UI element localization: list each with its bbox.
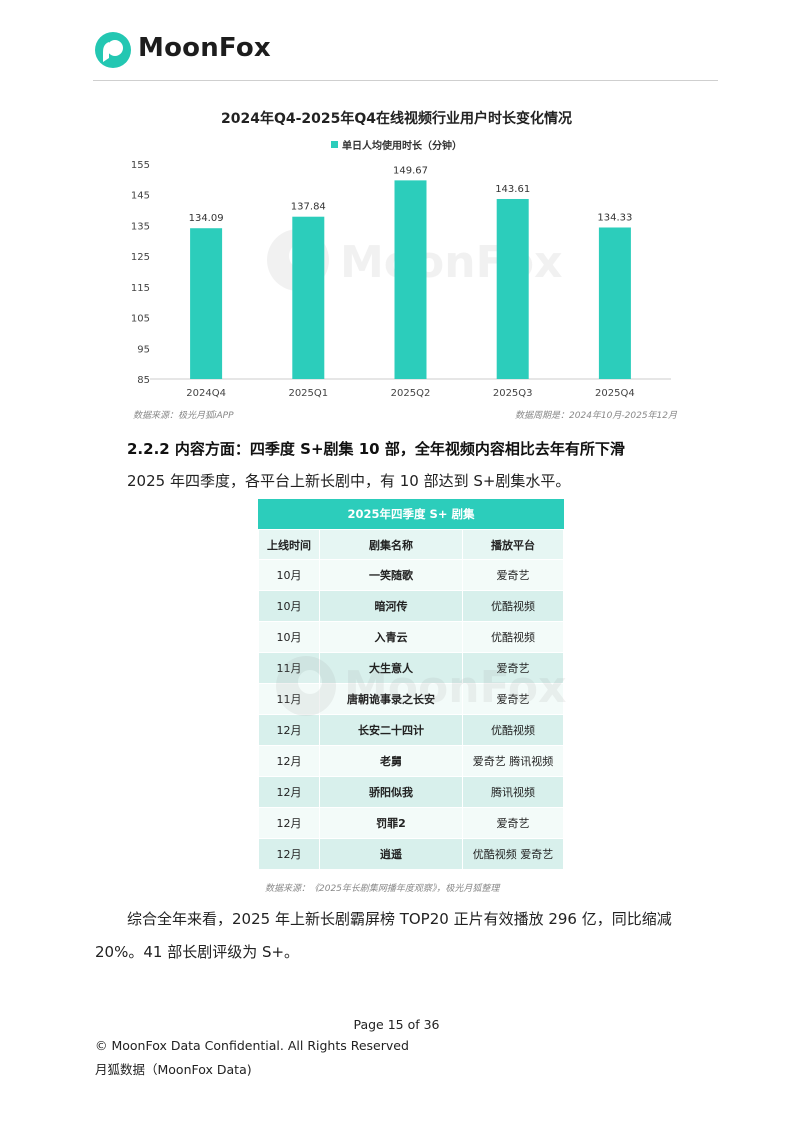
bar-value-label: 134.09 [189, 213, 224, 224]
cell-platform: 优酷视频 [462, 714, 564, 746]
bar-value-label: 137.84 [291, 202, 326, 213]
cell-release: 12月 [258, 838, 320, 870]
cell-platform: 优酷视频 [462, 621, 564, 653]
y-tick-label: 115 [131, 283, 150, 294]
x-tick-label: 2025Q4 [595, 388, 635, 399]
bar-value-label: 149.67 [393, 165, 428, 176]
cell-platform: 爱奇艺 [462, 559, 564, 591]
page-number: Page 15 of 36 [353, 1017, 440, 1032]
table-row: 12月 骄阳似我 腾讯视频 [258, 776, 564, 808]
header-divider [93, 80, 718, 81]
table-source-note: 数据来源：《2025年长剧集网播年度观察》，极光月狐整理 [265, 884, 500, 894]
section-heading: 2.2.2 内容方面：四季度 S+剧集 10 部，全年视频内容相比去年有所下滑 [127, 440, 625, 458]
company-name: 月狐数据（MoonFox Data) [95, 1062, 252, 1077]
cell-platform: 优酷视频 爱奇艺 [462, 838, 564, 870]
copyright-notice: © MoonFox Data Confidential. All Rights … [95, 1038, 409, 1053]
y-tick-label: 135 [131, 221, 150, 232]
cell-release: 10月 [258, 621, 320, 653]
cell-release: 11月 [258, 683, 320, 715]
y-axis: 85 95 105 115 125 135 145 155 [131, 160, 150, 386]
cell-platform: 腾讯视频 [462, 776, 564, 808]
bar-chart: MoonFox 85 95 105 115 125 135 145 155 134.09 137… [131, 160, 671, 399]
cell-title: 一笑随歌 [319, 559, 463, 591]
cell-release: 11月 [258, 652, 320, 684]
s-plus-drama-table: 2025年四季度 S+ 剧集 上线时间 剧集名称 播放平台 10月 一笑随歌 爱奇艺… [258, 499, 564, 870]
cell-platform: 爱奇艺 [462, 652, 564, 684]
y-tick-label: 105 [131, 314, 150, 325]
table-row: 10月 暗河传 优酷视频 [258, 590, 564, 622]
x-tick-label: 2025Q3 [493, 388, 533, 399]
bar-value-label: 143.61 [495, 184, 530, 195]
cell-title: 老舅 [319, 745, 463, 777]
bar-value-label: 134.33 [597, 212, 632, 223]
table-row: 12月 罚罪2 爱奇艺 [258, 807, 564, 839]
table-title: 2025年四季度 S+ 剧集 [258, 499, 564, 529]
cell-title: 逍遥 [319, 838, 463, 870]
column-header-platform: 播放平台 [462, 529, 564, 560]
table-row: 11月大生意人爱奇艺 [258, 652, 564, 684]
cell-release: 12月 [258, 807, 320, 839]
table-row: 12月 逍遥 优酷视频 爱奇艺 [258, 838, 564, 870]
summary-line-1: 综合全年来看，2025 年上新长剧霸屏榜 TOP20 正片有效播放 296 亿，… [127, 910, 672, 928]
y-tick-label: 145 [131, 191, 150, 202]
watermark-text: MoonFox [340, 237, 562, 288]
intro-paragraph: 2025 年四季度，各平台上新长剧中，有 10 部达到 S+剧集水平。 [127, 472, 571, 490]
chart-source-note: 数据来源：极光月狐iAPP [133, 411, 234, 421]
cell-release: 10月 [258, 590, 320, 622]
table-row: 10月 一笑随歌 爱奇艺 [258, 559, 564, 591]
cell-title: 暗河传 [319, 590, 463, 622]
cell-title: 唐朝诡事录之长安 [319, 683, 463, 715]
cell-release: 10月 [258, 559, 320, 591]
table-row: 12月 长安二十四计 优酷视频 [258, 714, 564, 746]
cell-platform: 爱奇艺 [462, 807, 564, 839]
watermark-text: MoonFox [344, 662, 566, 713]
cell-title: 长安二十四计 [319, 714, 463, 746]
drama-table: 上线时间 剧集名称 播放平台 10月 一笑随歌 爱奇艺 10月 暗河传 优酷视频 10月 入青… [258, 529, 564, 870]
cell-release: 12月 [258, 776, 320, 808]
legend-swatch [331, 141, 338, 148]
cell-release: 12月 [258, 745, 320, 777]
cell-platform: 爱奇艺 [462, 683, 564, 715]
y-tick-label: 85 [137, 375, 150, 386]
y-tick-label: 125 [131, 252, 150, 263]
cell-title: 大生意人 [319, 652, 463, 684]
summary-line-2: 20%。41 部长剧评级为 S+。 [95, 943, 300, 961]
bar [292, 216, 325, 379]
bar [394, 180, 427, 379]
column-header-title: 剧集名称 [319, 529, 463, 560]
chart-legend: 单日人均使用时长（分钟） [0, 137, 793, 152]
cell-platform: 优酷视频 [462, 590, 564, 622]
table-row: 12月 老舅 爱奇艺 腾讯视频 [258, 745, 564, 777]
bars-group: 134.09 137.84 149.67 143.61 134.33 [189, 165, 632, 379]
cell-platform: 爱奇艺 腾讯视频 [462, 745, 564, 777]
table-row: 11月唐朝诡事录之长安爱奇艺 [258, 683, 564, 715]
column-header-release: 上线时间 [258, 529, 320, 560]
logo-text: MoonFox [138, 33, 271, 63]
cell-title: 罚罪2 [319, 807, 463, 839]
cell-title: 骄阳似我 [319, 776, 463, 808]
x-tick-label: 2025Q2 [391, 388, 431, 399]
bar [598, 227, 631, 379]
chart-period-note: 数据周期是：2024年10月-2025年12月 [515, 411, 677, 421]
moonfox-logo-icon [95, 32, 131, 68]
x-axis: 2024Q4 2025Q1 2025Q2 2025Q3 2025Q4 [186, 388, 634, 399]
table-header-row: 上线时间 剧集名称 播放平台 [258, 529, 564, 560]
x-tick-label: 2025Q1 [288, 388, 328, 399]
y-tick-label: 95 [137, 344, 150, 355]
watermark-table: MoonFox [276, 656, 566, 716]
legend-label: 单日人均使用时长（分钟） [342, 141, 462, 152]
bar [190, 228, 223, 379]
table-row: 10月 入青云 优酷视频 [258, 621, 564, 653]
chart-title: 2024年Q4-2025年Q4在线视频行业用户时长变化情况 [220, 111, 573, 127]
cell-title: 入青云 [319, 621, 463, 653]
y-tick-label: 155 [131, 160, 150, 171]
bar [496, 198, 529, 379]
x-tick-label: 2024Q4 [186, 388, 226, 399]
